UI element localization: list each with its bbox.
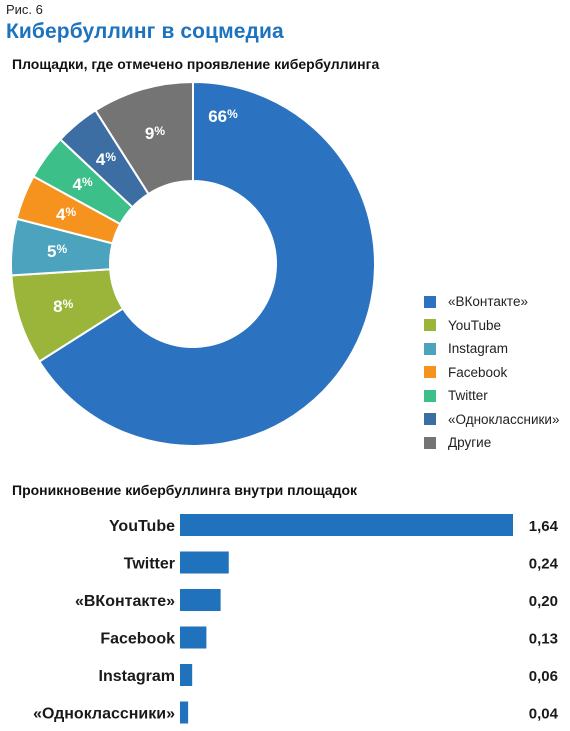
bar [180,551,229,574]
bar-value-label: 0,06 [529,668,558,685]
legend-swatch [424,366,436,379]
legend-swatch [424,342,436,355]
bar-value-label: 0,04 [529,706,559,723]
legend-label: Twitter [448,388,488,404]
bar-category-label: YouTube [109,518,175,535]
bar-value-label: 0,13 [529,631,558,648]
legend-item: YouTube [424,314,559,338]
bar-value-label: 0,24 [529,556,559,573]
bar [180,664,193,686]
legend-swatch [424,295,436,308]
bar [180,514,513,536]
bar [180,589,221,611]
donut-slice-label: 9% [145,124,165,143]
donut-slice-label: 5% [47,242,67,261]
donut-slice [94,80,194,196]
donut-slice-label: 4% [56,205,76,224]
bar-category-label: Twitter [124,556,175,573]
page-title: Кибербуллинг в соцмедиа [6,20,284,43]
bar [180,701,189,724]
bar-category-label: Facebook [100,631,175,648]
donut-slice-label: 8% [53,297,73,316]
bar-value-label: 0,20 [529,593,558,610]
donut-slice-label: 4% [72,175,92,194]
legend-label: «ВКонтакте» [448,294,528,310]
bar-value-label: 1,64 [529,518,559,535]
legend-item: Twitter [424,384,559,408]
legend-item: «ВКонтакте» [424,290,559,314]
bar-category-label: «ВКонтакте» [75,593,175,610]
legend-swatch [424,319,436,332]
donut-chart-title: Площадки, где отмечено проявление киберб… [12,56,380,72]
bar [180,626,207,649]
legend-label: Facebook [448,364,508,380]
donut-slice [37,80,376,447]
legend-item: Другие [424,431,559,455]
legend-label: Instagram [448,341,509,357]
bar-chart: YouTube 1,64 Twitter 0,24 «ВКонтакте» 0,20 Fac… [33,514,559,724]
donut-legend: «ВКонтакте» YouTube Instagram Facebook Twitt… [424,290,559,455]
bar-category-label: Instagram [99,668,175,685]
legend-swatch [424,389,436,402]
legend-label: Другие [448,435,492,451]
legend-swatch [424,436,436,449]
donut-slice-label: 66% [208,107,238,126]
figure-label: Рис. 6 [6,2,43,17]
legend-swatch [424,413,436,426]
legend-item: «Одноклассники» [424,408,559,432]
donut-slice-label: 4% [96,150,116,169]
legend-item: Instagram [424,337,559,361]
legend-item: Facebook [424,361,559,385]
donut-chart: 66%8%5%4%4%4%9% [10,80,376,447]
bar-category-label: «Одноклассники» [33,706,175,723]
legend-label: «Одноклассники» [448,411,560,427]
legend-label: YouTube [448,317,502,333]
bar-chart-title: Проникновение кибербуллинга внутри площа… [12,482,358,498]
